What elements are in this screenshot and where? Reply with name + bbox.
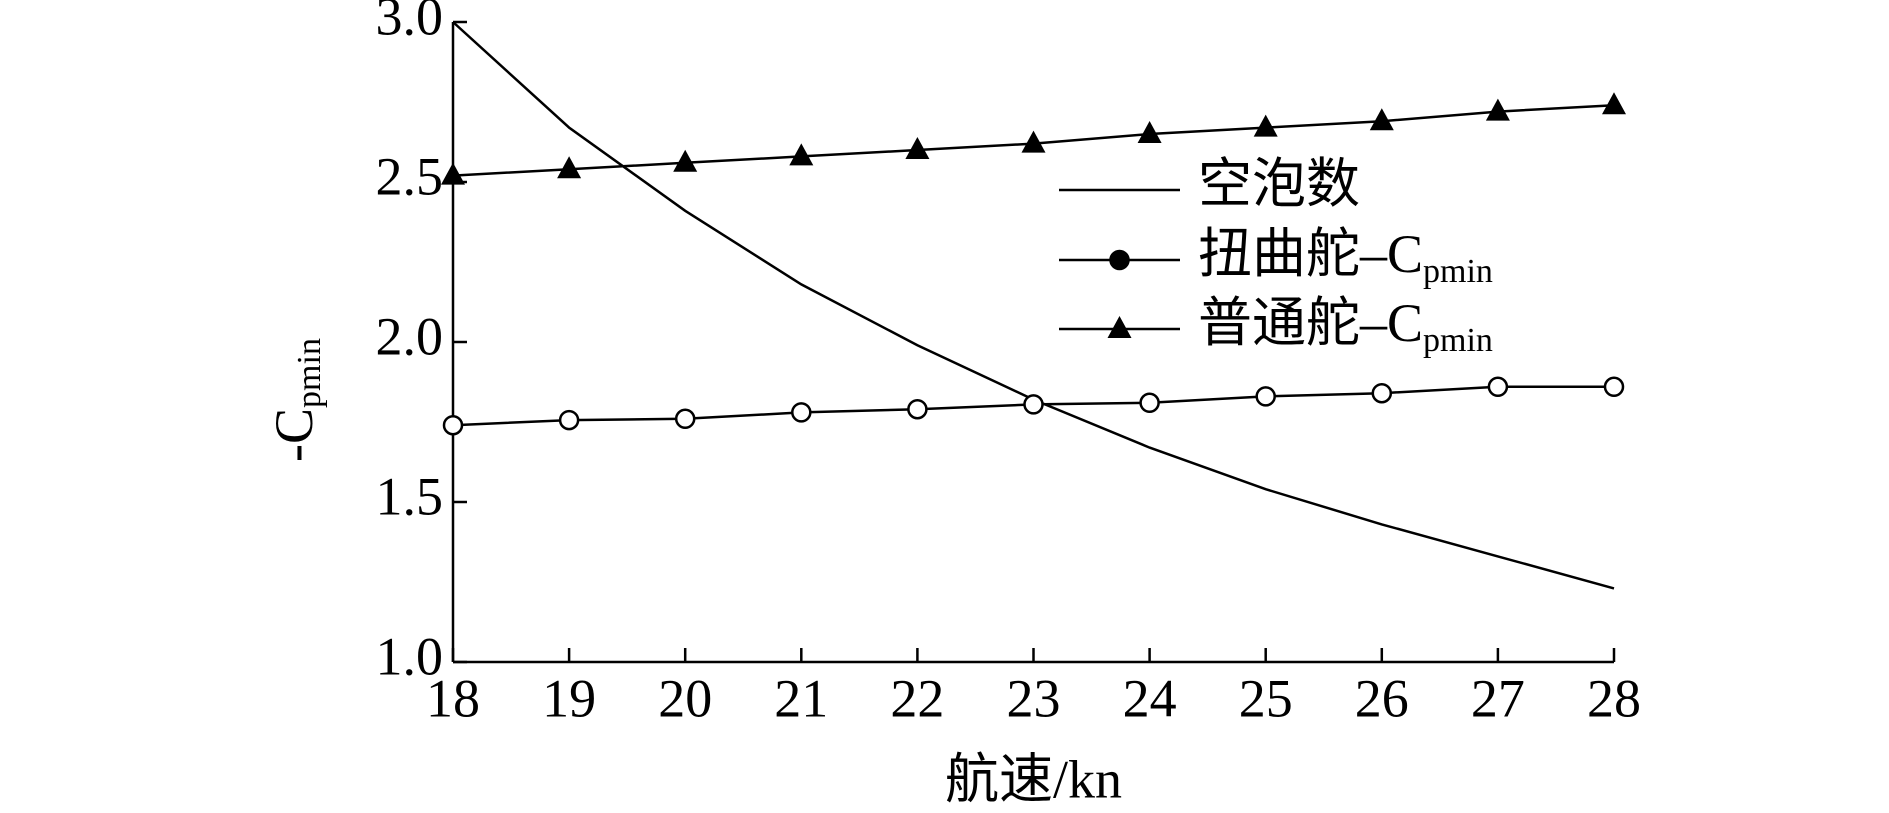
legend-label: 空泡数 <box>1198 154 1360 214</box>
y-axis-label: -Cpmin <box>264 338 327 462</box>
circle-marker <box>791 402 812 423</box>
y-tick-label: 2.5 <box>376 146 444 206</box>
triangle-marker <box>1021 130 1046 153</box>
x-tick-label: 24 <box>1123 668 1177 728</box>
x-axis-label: 航速/kn <box>945 749 1122 809</box>
triangle-marker <box>905 137 930 159</box>
triangle-marker <box>673 149 698 172</box>
legend-label: 扭曲舵–Cpmin <box>1198 224 1493 289</box>
y-tick-label: 2.0 <box>376 306 444 366</box>
circle-marker <box>1603 376 1625 398</box>
legend-name-sub: pmin <box>1423 322 1493 359</box>
circle-marker <box>1139 392 1160 414</box>
legend-name: 扭曲舵–C <box>1198 224 1423 284</box>
legend-label: 普通舵–Cpmin <box>1198 293 1493 358</box>
circle-marker <box>1371 382 1393 404</box>
circle-marker <box>1487 376 1509 398</box>
circle-marker <box>1255 386 1276 407</box>
triangle-marker <box>1107 316 1132 338</box>
triangle-marker <box>1369 108 1394 131</box>
y-tick-label: 3.0 <box>376 0 444 46</box>
legend-name: 普通舵–C <box>1198 293 1423 353</box>
triangle-marker <box>1485 98 1510 121</box>
y-tick-label: 1.0 <box>376 626 444 686</box>
circle-marker <box>1023 394 1044 415</box>
circle-marker <box>674 408 696 430</box>
y-axis-label-main: -C <box>264 408 324 462</box>
x-tick-label: 26 <box>1355 668 1409 728</box>
legend-name-sub: pmin <box>1423 253 1493 290</box>
x-tick-label: 23 <box>1007 668 1061 728</box>
x-tick-label: 18 <box>426 668 480 728</box>
x-tick-label: 22 <box>890 668 944 728</box>
series-line <box>452 21 1615 590</box>
x-tick-label: 19 <box>542 668 596 728</box>
triangle-marker <box>1253 114 1278 137</box>
y-axis-label-sub: pmin <box>291 338 328 408</box>
circle-marker <box>907 398 928 420</box>
legend-name: 空泡数 <box>1198 154 1360 214</box>
triangle-marker <box>1602 92 1626 115</box>
x-tick-label: 20 <box>658 668 712 728</box>
circle-marker <box>1109 249 1130 271</box>
x-tick-label: 21 <box>774 668 828 728</box>
circle-marker <box>442 414 464 436</box>
y-tick-label: 1.5 <box>376 466 444 526</box>
x-tick-label: 25 <box>1239 668 1293 728</box>
triangle-marker <box>789 143 814 166</box>
triangle-marker <box>1137 121 1162 143</box>
triangle-marker <box>557 156 582 179</box>
x-tick-label: 27 <box>1471 668 1525 728</box>
circle-marker <box>558 409 580 431</box>
triangle-marker <box>441 162 465 185</box>
x-tick-label: 28 <box>1587 668 1641 728</box>
